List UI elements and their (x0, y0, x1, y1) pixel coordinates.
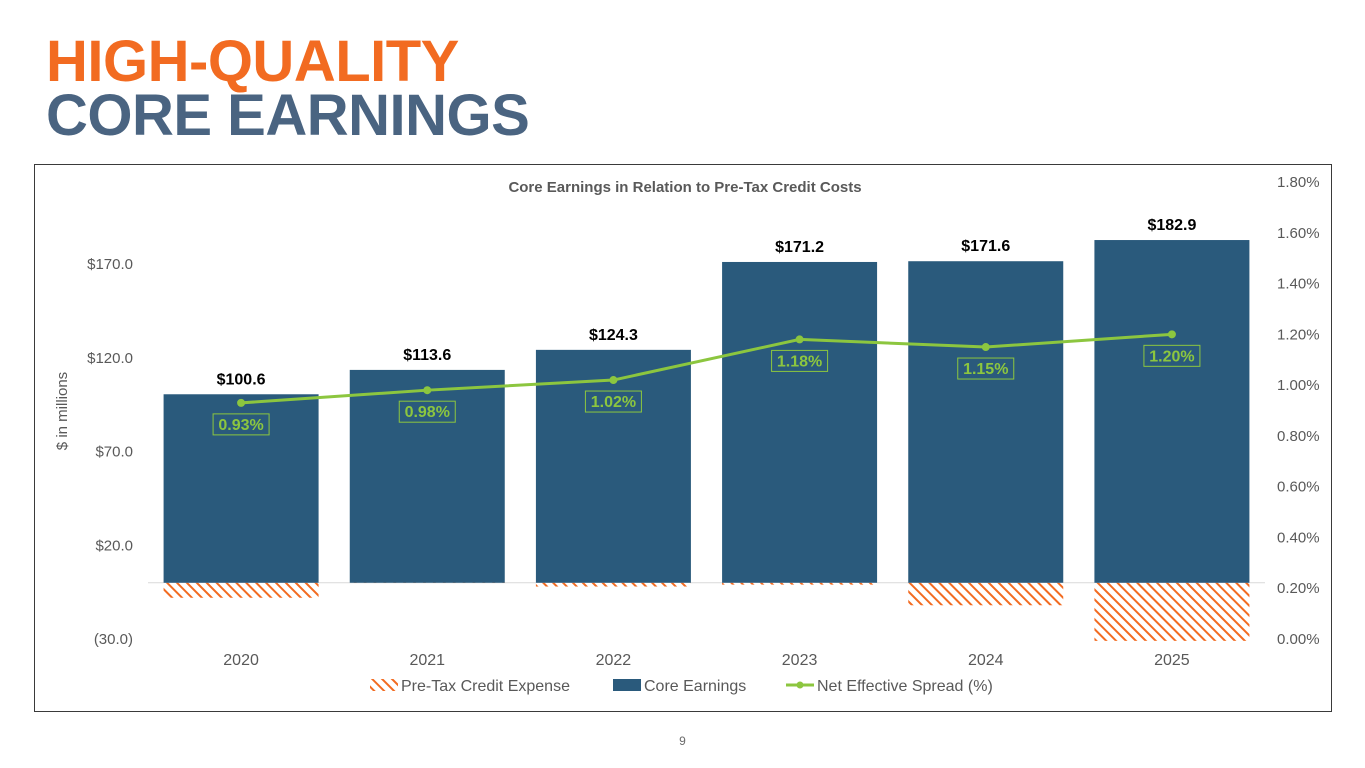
x-axis-tick-label: 2020 (223, 652, 259, 669)
net-effective-spread-point (981, 343, 990, 352)
credit-expense-bar (535, 582, 691, 587)
x-axis-tick-label: 2025 (1154, 652, 1190, 669)
right-axis-tick-label: 1.60% (1277, 225, 1320, 242)
credit-expense-bar (908, 582, 1064, 606)
spread-label-box (1143, 344, 1201, 367)
right-axis-tick-label: 0.60% (1277, 479, 1320, 496)
spread-label-box (957, 357, 1015, 380)
net-effective-spread-data-label: 0.93% (218, 417, 263, 434)
core-earnings-data-label: $124.3 (589, 327, 638, 344)
core-earnings-data-label: $100.6 (217, 371, 266, 388)
net-effective-spread-point (237, 398, 246, 407)
left-axis-tick-label: $70.0 (95, 444, 133, 461)
net-effective-spread-data-label: 1.15% (963, 361, 1008, 378)
net-effective-spread-point (609, 376, 618, 385)
legend-label-credit-expense: Pre-Tax Credit Expense (401, 678, 570, 695)
right-axis-tick-label: 0.00% (1277, 631, 1320, 648)
legend-swatch-spread-marker (796, 681, 804, 689)
core-earnings-bar (1094, 240, 1250, 583)
y-axis-label: $ in millions (54, 372, 71, 450)
right-axis-tick-label: 1.00% (1277, 377, 1320, 394)
core-earnings-data-label: $113.6 (403, 347, 451, 364)
right-axis-tick-label: 0.40% (1277, 529, 1320, 546)
right-axis-tick-label: 1.20% (1277, 326, 1320, 343)
x-axis-tick-label: 2024 (968, 652, 1004, 669)
chart-title: Core Earnings in Relation to Pre-Tax Cre… (508, 179, 861, 196)
net-effective-spread-point (795, 335, 804, 344)
core-earnings-data-label: $182.9 (1147, 217, 1196, 234)
left-axis-tick-label: $20.0 (95, 537, 133, 554)
left-axis-tick-label: (30.0) (94, 631, 133, 648)
net-effective-spread-data-label: 1.02% (591, 394, 636, 411)
page-number: 9 (679, 734, 686, 748)
legend-swatch-core-earnings (613, 679, 641, 691)
net-effective-spread-point (423, 386, 432, 395)
chart-frame: Core Earnings in Relation to Pre-Tax Cre… (34, 164, 1332, 712)
right-axis-tick-label: 0.80% (1277, 428, 1320, 445)
credit-expense-bar (1094, 582, 1250, 641)
core-earnings-data-label: $171.2 (775, 239, 824, 256)
core-earnings-bar (908, 261, 1064, 583)
right-axis-tick-label: 1.40% (1277, 276, 1320, 293)
page-title-line2: CORE EARNINGS (46, 83, 530, 148)
x-axis-tick-label: 2022 (596, 652, 632, 669)
net-effective-spread-data-label: 1.18% (777, 353, 822, 370)
spread-label-box (212, 413, 270, 436)
left-axis-tick-label: $120.0 (87, 350, 133, 367)
legend-label-net-effective-spread: Net Effective Spread (%) (817, 678, 993, 695)
legend-swatch-credit-expense (370, 679, 398, 691)
left-axis-tick-label: $170.0 (87, 256, 133, 273)
page-title-line1: HIGH-QUALITY (46, 29, 459, 94)
core-earnings-data-label: $171.6 (961, 238, 1010, 255)
chart: Core Earnings in Relation to Pre-Tax Cre… (54, 174, 1320, 695)
right-axis-tick-label: 1.80% (1277, 174, 1320, 191)
net-effective-spread-data-label: 1.20% (1149, 348, 1194, 365)
core-earnings-bar (722, 261, 878, 583)
net-effective-spread-line (240, 332, 1173, 405)
x-axis-tick-label: 2023 (782, 652, 818, 669)
spread-label-box (771, 349, 829, 372)
credit-expense-bar (722, 582, 878, 585)
net-effective-spread-data-label: 0.98% (405, 404, 450, 421)
x-axis-tick-label: 2021 (409, 652, 445, 669)
spread-label-box (584, 390, 642, 413)
spread-label-box (398, 400, 456, 423)
right-axis-tick-label: 0.20% (1277, 580, 1320, 597)
core-earnings-bar (535, 349, 691, 583)
net-effective-spread-point (1167, 330, 1176, 339)
legend-label-core-earnings: Core Earnings (644, 678, 746, 695)
credit-expense-bar (163, 582, 319, 598)
